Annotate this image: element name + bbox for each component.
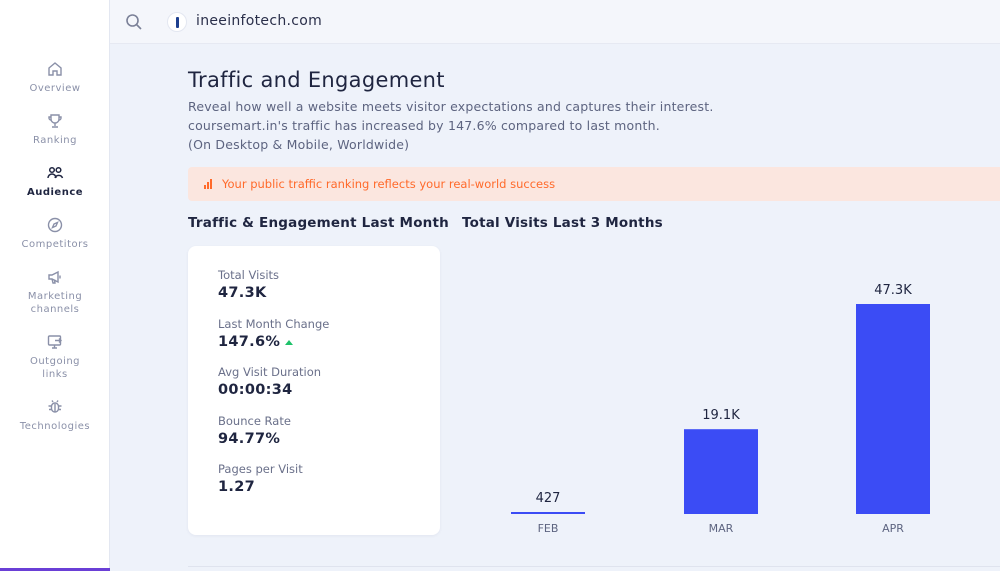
site-favicon	[167, 12, 187, 32]
x-tick-apr: APR	[882, 522, 904, 535]
bar-mar[interactable]	[684, 429, 758, 514]
x-tick-feb: FEB	[538, 522, 559, 535]
engagement-stats-card: Total Visits 47.3K Last Month Change 147…	[188, 246, 440, 535]
sidebar-item-technologies[interactable]: Technologies	[0, 398, 110, 433]
home-icon	[48, 62, 62, 76]
data-label-feb: 427	[536, 491, 561, 506]
sidebar-accent-bar	[0, 568, 110, 571]
sidebar-item-label: Technologies	[19, 421, 91, 432]
sidebar-item-label: Audience	[26, 187, 84, 198]
sidebar-item-marketing-channels[interactable]: Marketing channels	[0, 268, 110, 316]
sidebar-item-overview[interactable]: Overview	[0, 60, 110, 95]
sidebar-item-label: Overview	[29, 83, 81, 94]
site-domain[interactable]: ineeinfotech.com	[196, 13, 323, 29]
stat-value: 00:00:34	[218, 382, 293, 398]
stat-value: 47.3K	[218, 285, 267, 301]
sidebar-item-competitors[interactable]: Competitors	[0, 216, 110, 251]
description-line: Reveal how well a website meets visitor …	[188, 99, 714, 114]
stat-last-month-change: Last Month Change 147.6%	[218, 317, 329, 350]
alert-text: Your public traffic ranking reflects you…	[222, 177, 556, 191]
megaphone-icon	[48, 270, 61, 284]
stat-value: 94.77%	[218, 431, 281, 447]
signal-bars-icon	[204, 179, 212, 189]
sidebar-item-label: Marketing channels	[27, 291, 83, 315]
data-label-apr: 47.3K	[874, 283, 912, 298]
stat-label: Pages per Visit	[218, 462, 303, 476]
sidebar-item-label: Competitors	[21, 239, 89, 250]
sidebar-item-label: Ranking	[33, 135, 77, 146]
data-label-mar: 19.1K	[702, 408, 740, 423]
external-link-icon	[47, 335, 62, 349]
compass-icon	[47, 217, 63, 233]
top-bar: ineeinfotech.com	[110, 0, 1000, 44]
stat-value: 147.6%	[218, 334, 281, 350]
divider	[188, 566, 1000, 567]
stat-pages-per-visit: Pages per Visit 1.27	[218, 462, 303, 495]
ranking-alert-banner[interactable]: Your public traffic ranking reflects you…	[188, 167, 1000, 201]
stat-total-visits: Total Visits 47.3K	[218, 268, 279, 301]
bug-icon	[48, 400, 62, 413]
page-title: Traffic and Engagement	[188, 68, 445, 92]
total-visits-bar-chart: 427 FEB 19.1K MAR 47.3K APR	[511, 283, 930, 535]
x-tick-mar: MAR	[709, 522, 734, 535]
sidebar: Overview Ranking Audience Competitors Ma…	[0, 0, 110, 571]
users-icon	[47, 166, 64, 179]
stat-label: Last Month Change	[218, 317, 330, 331]
sidebar-item-outgoing-links[interactable]: Outgoing links	[0, 333, 110, 381]
stat-label: Avg Visit Duration	[218, 365, 322, 379]
stat-value: 1.27	[218, 479, 255, 495]
stat-value-wrap: 147.6%	[218, 334, 329, 350]
stat-bounce-rate: Bounce Rate 94.77%	[218, 414, 291, 447]
trophy-icon	[48, 114, 62, 128]
sidebar-item-label: Outgoing links	[29, 356, 81, 380]
stat-avg-visit-duration: Avg Visit Duration 00:00:34	[218, 365, 321, 398]
description-line: (On Desktop & Mobile, Worldwide)	[188, 137, 410, 152]
description-line: coursemart.in's traffic has increased by…	[188, 118, 660, 133]
trend-up-icon	[285, 339, 294, 345]
search-icon[interactable]	[125, 13, 143, 31]
section-title-last-month: Traffic & Engagement Last Month	[188, 215, 449, 231]
section-title-total-visits: Total Visits Last 3 Months	[462, 215, 663, 231]
stat-label: Bounce Rate	[218, 414, 291, 428]
sidebar-item-audience[interactable]: Audience	[0, 164, 110, 199]
bar-feb[interactable]	[511, 512, 585, 514]
stat-label: Total Visits	[218, 268, 280, 282]
bar-apr[interactable]	[856, 304, 930, 514]
sidebar-item-ranking[interactable]: Ranking	[0, 112, 110, 147]
